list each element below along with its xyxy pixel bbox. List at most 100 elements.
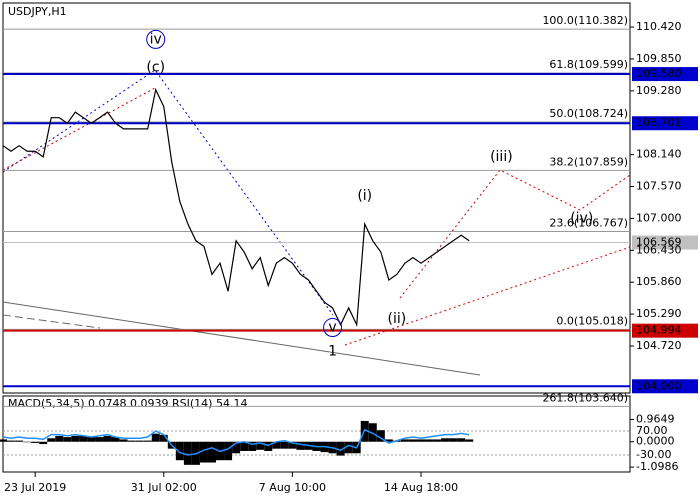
- macd-bar: [272, 441, 281, 449]
- x-tick-label: 31 Jul 02:00: [131, 481, 197, 494]
- macd-bar: [433, 439, 442, 442]
- macd-bar: [465, 439, 474, 442]
- macd-bar: [384, 439, 393, 442]
- macd-bar: [111, 437, 120, 442]
- macd-bar: [15, 440, 24, 442]
- fib-label: 50.0(108.724): [549, 107, 628, 120]
- macd-bar: [296, 441, 305, 450]
- fib-label: 261.8(103.640): [542, 391, 628, 404]
- macd-bar: [175, 441, 184, 461]
- x-tick-label: 23 Jul 2019: [4, 481, 66, 494]
- level-label: 106.569: [636, 236, 682, 249]
- x-tick-label: 7 Aug 10:00: [259, 481, 326, 494]
- price-line: [2, 87, 470, 328]
- macd-bar: [159, 434, 168, 442]
- y-tick-label: 105.860: [636, 275, 682, 288]
- macd-bar: [425, 439, 434, 442]
- trend-line: [2, 301, 481, 376]
- wave-label: (i): [357, 188, 372, 204]
- macd-bar: [449, 438, 458, 442]
- y-tick-label: 107.000: [636, 211, 682, 224]
- level-label: 108.701: [636, 116, 682, 129]
- level-box: [632, 67, 698, 82]
- projection-line: [399, 169, 631, 299]
- macd-bar: [151, 433, 160, 442]
- level-box: [632, 323, 698, 338]
- macd-bar: [0, 439, 7, 442]
- x-tick-label: 14 Aug 18:00: [384, 481, 458, 494]
- trend-line: [2, 314, 101, 329]
- wave-circle: [146, 29, 166, 49]
- y-tick-label: 0.0000: [636, 435, 675, 448]
- macd-bar: [31, 441, 40, 443]
- macd-bar: [232, 441, 241, 454]
- level-label: 104.000: [636, 379, 682, 392]
- y-tick-label: 110.420: [636, 20, 682, 33]
- wave-circle: [323, 318, 343, 338]
- macd-bar: [336, 441, 345, 456]
- wave-label: 1: [328, 344, 337, 360]
- macd-bar: [103, 435, 112, 442]
- y-tick-label: 107.570: [636, 180, 682, 193]
- macd-bar: [23, 441, 32, 443]
- indicator-title: MACD(5,34,5) 0.0748 0.0939 RSI(14) 54.14: [8, 397, 247, 410]
- macd-bar: [199, 441, 208, 463]
- wave-label: (ii): [388, 311, 407, 327]
- macd-bar: [95, 437, 104, 442]
- price-panel: [2, 2, 631, 394]
- y-tick-label: 105.290: [636, 307, 682, 320]
- macd-bar: [457, 438, 466, 442]
- macd-bar: [119, 439, 128, 442]
- y-tick-label: 104.720: [636, 339, 682, 352]
- indicator-panel: [2, 395, 631, 473]
- macd-bar: [376, 430, 385, 442]
- level-box: [632, 235, 698, 250]
- fib-label: 38.2(107.859): [549, 155, 628, 168]
- macd-bar: [256, 441, 265, 450]
- wave-label: (c): [146, 59, 165, 75]
- macd-bar: [143, 440, 152, 442]
- level-box: [632, 379, 698, 394]
- wave-label: (iii): [490, 149, 513, 165]
- macd-bar: [368, 423, 377, 442]
- y-tick-label: 106.430: [636, 243, 682, 256]
- y-tick-label: -1.0986: [636, 460, 678, 473]
- macd-bar: [63, 437, 72, 442]
- macd-bar: [264, 441, 273, 451]
- wave-label: iv: [150, 31, 162, 47]
- wave-line: [2, 69, 334, 316]
- y-tick-label: 109.850: [636, 52, 682, 65]
- macd-bar: [248, 441, 257, 451]
- macd-bar: [127, 440, 136, 442]
- level-box: [632, 116, 698, 131]
- macd-bar: [208, 441, 216, 463]
- chart-title: USDJPY,H1: [8, 5, 67, 18]
- wave-line: [2, 87, 156, 171]
- y-tick-label: 108.140: [636, 148, 682, 161]
- macd-bar: [417, 439, 425, 442]
- level-label: 104.994: [636, 324, 682, 337]
- rsi-line: [2, 428, 470, 456]
- channel-line: [344, 246, 631, 346]
- macd-bar: [224, 441, 233, 461]
- macd-bar: [441, 438, 450, 442]
- macd-bar: [288, 441, 297, 449]
- macd-bar: [280, 441, 289, 449]
- macd-bar: [55, 435, 64, 442]
- wave-label: (iv): [570, 210, 593, 226]
- macd-bar: [408, 439, 417, 442]
- macd-bar: [47, 438, 56, 442]
- macd-bar: [135, 440, 144, 442]
- macd-bar: [183, 441, 192, 465]
- fib-label: 23.6(106.767): [549, 216, 628, 229]
- macd-bar: [240, 441, 249, 451]
- macd-bar: [344, 441, 353, 454]
- fib-label: 0.0(105.018): [556, 314, 628, 327]
- macd-bar: [39, 441, 48, 445]
- macd-bar: [7, 440, 16, 442]
- macd-bar: [71, 435, 80, 442]
- level-label: 109.580: [636, 67, 682, 80]
- macd-bar: [400, 439, 409, 442]
